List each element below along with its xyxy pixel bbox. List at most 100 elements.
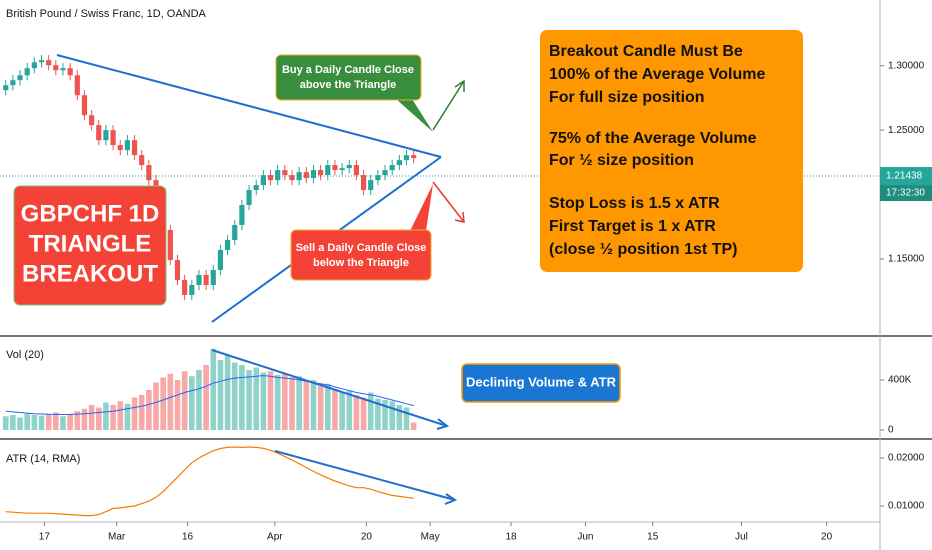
- volume-bar: [117, 401, 124, 430]
- candle-body: [246, 190, 252, 205]
- volume-bar: [124, 403, 131, 430]
- volume-bar: [67, 413, 73, 430]
- candle-body: [275, 170, 281, 181]
- candle-body: [411, 155, 417, 159]
- candle-body: [81, 95, 88, 116]
- candle-body: [196, 274, 202, 286]
- volume-bar: [403, 407, 410, 430]
- volume-bar: [167, 373, 174, 430]
- volume-bar: [38, 415, 45, 430]
- volume-bar: [17, 417, 23, 430]
- rules-line: For full size position: [549, 89, 705, 106]
- volume-bar: [74, 411, 81, 430]
- volume-bar: [24, 413, 30, 430]
- up-arrow: [432, 79, 465, 131]
- x-tick-label: 20: [821, 532, 833, 543]
- last-price-tag: [880, 167, 932, 186]
- y-tick-label: 0.01000: [888, 501, 925, 512]
- rules-line: For ½ size position: [549, 152, 694, 169]
- sell-box-line: Sell a Daily Candle Close: [296, 242, 427, 254]
- candle-body: [74, 75, 80, 96]
- candle-body: [217, 249, 224, 270]
- symbol-box-line: BREAKOUT: [22, 260, 158, 287]
- candle-body: [31, 62, 37, 69]
- candle-body: [339, 168, 345, 171]
- candle-body: [89, 115, 95, 126]
- rules-line: (close ½ position 1st TP): [549, 241, 737, 258]
- candle-body: [260, 175, 266, 186]
- x-tick-label: May: [421, 532, 440, 543]
- x-tick-label: Jun: [577, 532, 593, 543]
- volume-trend-arrow: [211, 349, 450, 430]
- volume-bar: [303, 381, 310, 430]
- candle-body: [146, 165, 152, 181]
- y-tick-label: 1.30000: [888, 60, 925, 71]
- candle-body: [96, 125, 102, 141]
- candle-body: [325, 165, 331, 176]
- candle-body: [53, 65, 59, 71]
- buy-box-pointer: [396, 99, 433, 132]
- symbol-box-line: GBPCHF 1D: [21, 200, 160, 227]
- candle-body: [131, 140, 138, 156]
- volume-bar: [95, 407, 102, 430]
- volume-bar: [332, 388, 338, 430]
- candle-body: [110, 130, 116, 146]
- volume-bar: [45, 414, 52, 430]
- candle-body: [239, 204, 245, 225]
- volume-bar: [10, 415, 16, 430]
- candle-body: [267, 175, 274, 181]
- candle-body: [253, 185, 259, 191]
- volume-bar: [110, 405, 116, 430]
- volume-bar: [239, 365, 245, 430]
- volume-bar: [60, 416, 66, 430]
- chart-title: British Pound / Swiss Franc, 1D, OANDA: [6, 8, 207, 20]
- candle-body: [360, 175, 367, 191]
- candle-body: [24, 68, 30, 76]
- volume-bar: [253, 367, 260, 430]
- atr-trend-arrow: [274, 450, 458, 505]
- sell-box: [290, 229, 432, 281]
- volume-bar: [81, 408, 88, 430]
- candle-body: [139, 155, 145, 166]
- volume-bar: [339, 392, 345, 430]
- sell-box-line: below the Triangle: [313, 257, 409, 269]
- volume-ma-line: [5, 375, 414, 416]
- volume-bar: [346, 391, 353, 430]
- volume-bar: [217, 360, 224, 430]
- volume-bar: [53, 412, 59, 430]
- candle-body: [167, 229, 173, 261]
- volume-bar: [146, 390, 152, 430]
- x-tick-label: Mar: [108, 532, 126, 543]
- volume-bar: [224, 355, 231, 430]
- y-tick-label: 0: [888, 425, 894, 436]
- buy-box-line: above the Triangle: [300, 79, 397, 91]
- volume-bar: [103, 402, 109, 430]
- volume-bar: [210, 348, 217, 430]
- countdown-label: 17:32:30: [886, 188, 925, 199]
- candle-body: [346, 165, 352, 169]
- candle-body: [296, 172, 302, 181]
- rules-box: [540, 30, 803, 272]
- rules-line: Breakout Candle Must Be: [549, 43, 743, 60]
- volume-bar: [367, 392, 374, 430]
- candle-body: [103, 130, 109, 141]
- volume-bar: [203, 365, 209, 430]
- x-tick-label: Apr: [267, 532, 283, 543]
- candle-body: [282, 170, 288, 176]
- candle-body: [203, 274, 209, 286]
- candle-body: [303, 172, 309, 179]
- volume-bar: [353, 395, 360, 430]
- volume-bar: [389, 401, 395, 430]
- candle-body: [332, 165, 338, 171]
- buy-box: [275, 54, 422, 101]
- candle-body: [396, 160, 402, 166]
- candle-body: [403, 155, 410, 161]
- volume-bar: [196, 370, 202, 430]
- candle-body: [60, 68, 66, 71]
- volume-bar: [282, 373, 288, 430]
- candle-body: [289, 175, 295, 181]
- volume-pane-title: Vol (20): [6, 349, 44, 361]
- candle-body: [17, 75, 23, 81]
- candle-body: [117, 145, 123, 151]
